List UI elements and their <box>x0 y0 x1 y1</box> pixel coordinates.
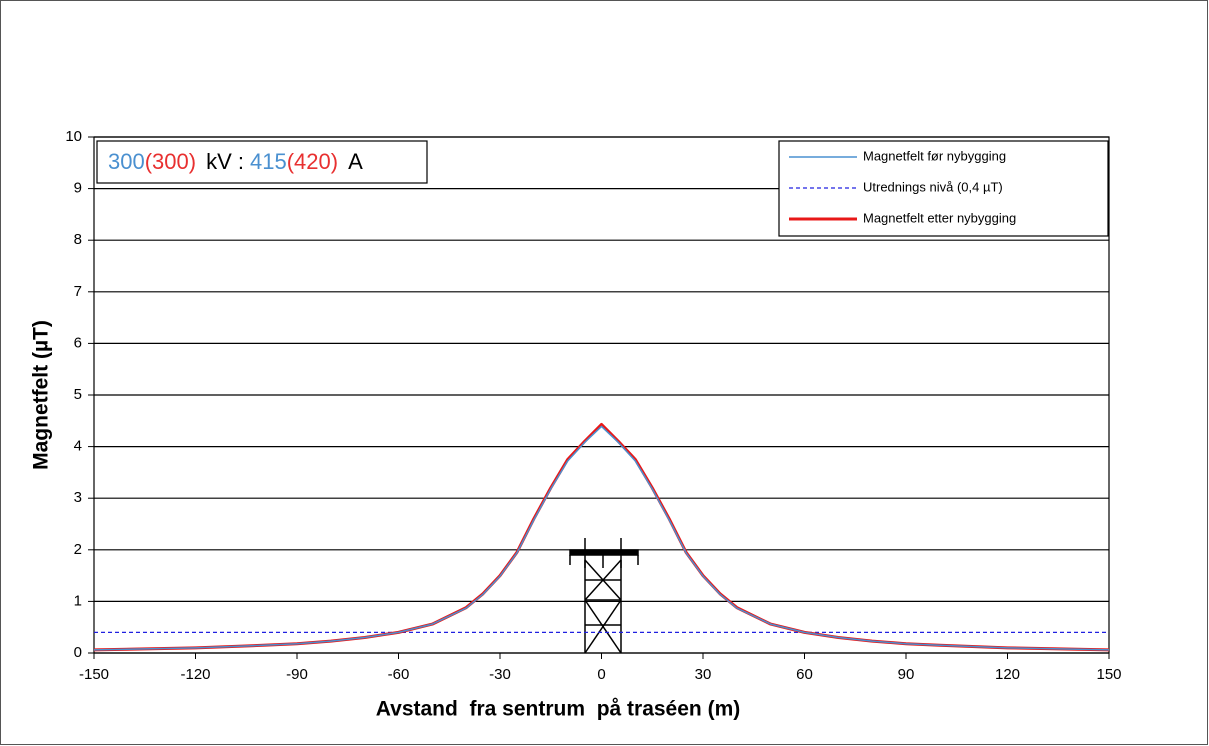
annotation-part: 300 <box>108 149 145 174</box>
x-tick-label: -30 <box>489 666 511 683</box>
annotation-part: kV : <box>206 149 244 174</box>
y-tick-label: 9 <box>74 180 82 197</box>
y-tick-label: 0 <box>74 644 82 661</box>
x-tick-label: -150 <box>79 666 109 683</box>
annotation-part: (300) <box>145 149 196 174</box>
x-tick-label: 120 <box>995 666 1020 683</box>
x-tick-label: 150 <box>1096 666 1121 683</box>
y-tick-label: 3 <box>74 489 82 506</box>
y-tick-label: 7 <box>74 283 82 300</box>
y-tick-label: 6 <box>74 334 82 351</box>
legend-label: Magnetfelt før nybygging <box>863 148 1006 163</box>
x-tick-label: 0 <box>597 666 605 683</box>
annotation-part: A <box>348 149 363 174</box>
x-tick-label: 60 <box>796 666 813 683</box>
x-axis-label: Avstand fra sentrum på traséen (m) <box>376 698 741 721</box>
y-tick-label: 2 <box>74 541 82 558</box>
y-tick-label: 4 <box>74 438 82 455</box>
annotation-part: (420) <box>287 149 338 174</box>
annotation-part: 415 <box>250 149 287 174</box>
y-tick-label: 8 <box>74 231 82 248</box>
y-axis-label: Magnetfelt (µT) <box>30 320 53 470</box>
x-tick-label: 30 <box>695 666 712 683</box>
chart: Avstand fra sentrum på traséen (m) Magne… <box>0 0 1209 746</box>
y-tick-label: 10 <box>65 128 82 145</box>
x-tick-label: -90 <box>286 666 308 683</box>
x-tick-label: -60 <box>388 666 410 683</box>
y-tick-label: 5 <box>74 386 82 403</box>
x-tick-label: -120 <box>180 666 210 683</box>
x-tick-label: 90 <box>898 666 915 683</box>
legend-label: Utrednings nivå (0,4 µT) <box>863 179 1003 194</box>
annotation: 300(300) kV :415(420) A <box>108 149 363 174</box>
y-tick-label: 1 <box>74 592 82 609</box>
legend-label: Magnetfelt etter nybygging <box>863 210 1016 225</box>
